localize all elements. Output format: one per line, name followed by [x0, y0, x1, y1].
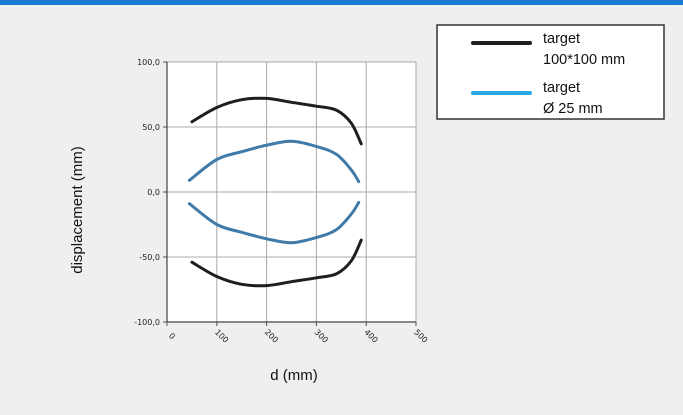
- y-tick-label: 100,0: [137, 58, 160, 67]
- series-blue-upper-line: [187, 139, 361, 184]
- y-tick-label: 50,0: [142, 123, 160, 132]
- y-tick-label: 0,0: [147, 188, 160, 197]
- x-tick-label: 100: [213, 328, 230, 345]
- series-blue-lower-line: [187, 200, 361, 245]
- series-black-upper-line: [190, 96, 363, 146]
- series-layer: [187, 96, 363, 288]
- x-axis-label: d (mm): [270, 367, 318, 384]
- y-tick-label: -50,0: [139, 253, 160, 262]
- x-tick-label: 500: [412, 328, 429, 345]
- y-tick-label: -100,0: [134, 318, 160, 327]
- x-tick-label: 0: [167, 331, 177, 341]
- x-tick-label: 300: [313, 328, 330, 345]
- legend-box: [436, 24, 665, 120]
- y-axis-label: displacement (mm): [69, 146, 86, 274]
- x-tick-label: 400: [362, 328, 379, 345]
- legend-label-series-2-line-2: Ø 25 mm: [543, 101, 603, 117]
- x-tick-label: 200: [263, 328, 280, 345]
- series-black-lower-line: [190, 238, 363, 288]
- grid: [167, 62, 417, 322]
- legend-label-series-1-line-2: 100*100 mm: [543, 52, 625, 68]
- legend-label-series-1-line-1: target: [543, 31, 580, 47]
- legend-label-series-2-line-1: target: [543, 80, 580, 96]
- legend: target 100*100 mm target Ø 25 mm: [436, 24, 665, 120]
- axes: [163, 61, 417, 326]
